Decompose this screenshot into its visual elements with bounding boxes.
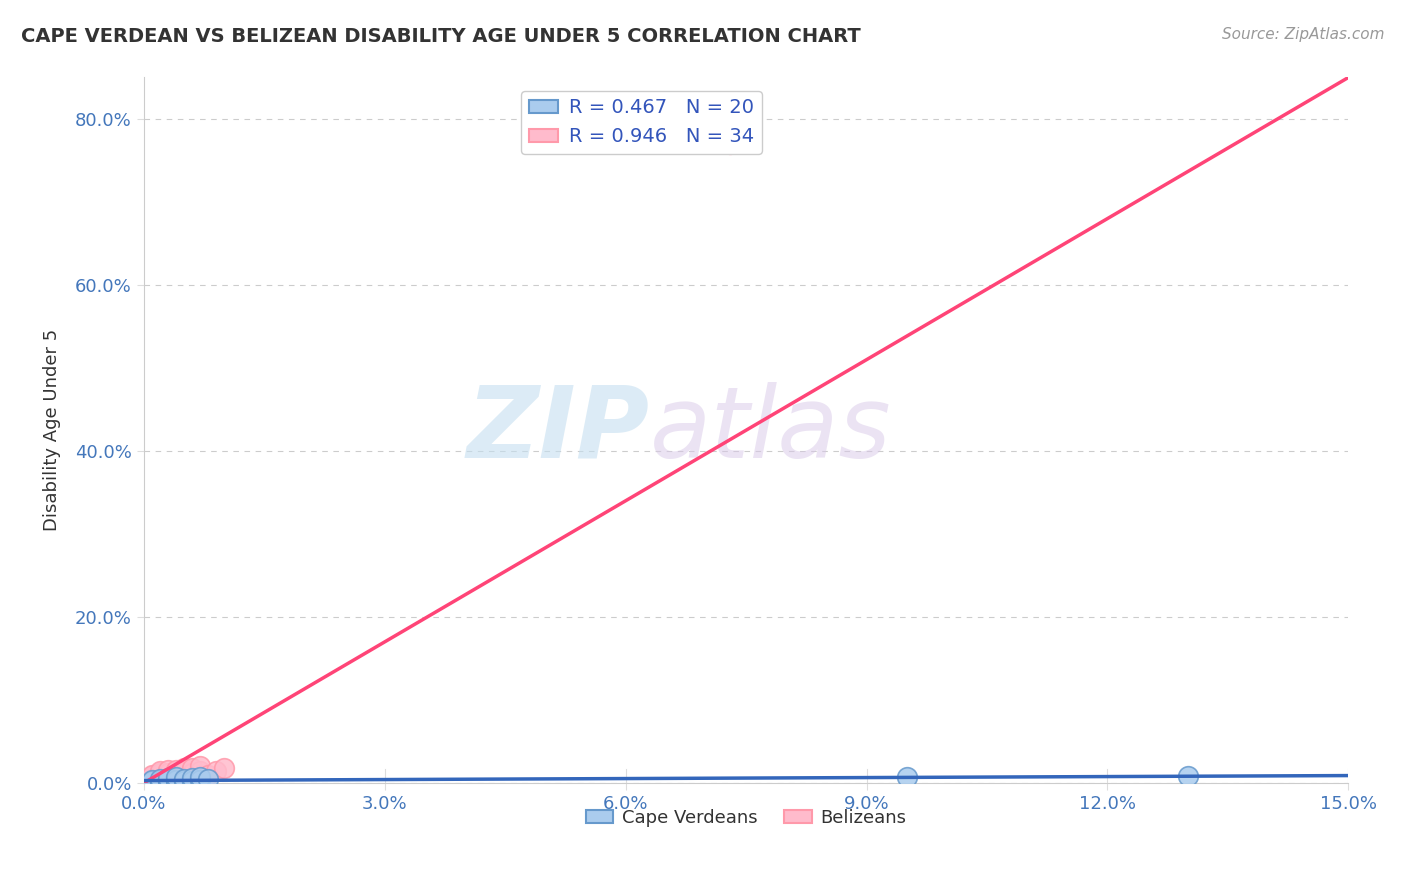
Text: atlas: atlas xyxy=(650,382,891,479)
Point xyxy=(173,772,195,786)
Point xyxy=(1177,769,1199,783)
Y-axis label: Disability Age Under 5: Disability Age Under 5 xyxy=(44,329,60,532)
Point xyxy=(188,772,211,787)
Point xyxy=(149,772,172,787)
Point xyxy=(156,766,179,780)
Point xyxy=(165,766,187,780)
Point xyxy=(156,771,179,785)
Legend: Cape Verdeans, Belizeans: Cape Verdeans, Belizeans xyxy=(578,802,914,834)
Point xyxy=(165,772,187,787)
Point xyxy=(718,136,741,151)
Point xyxy=(188,770,211,784)
Point xyxy=(149,766,172,780)
Point xyxy=(141,774,163,789)
Point xyxy=(165,774,187,789)
Point xyxy=(156,772,179,787)
Point xyxy=(156,768,179,782)
Point xyxy=(149,769,172,783)
Point xyxy=(896,770,918,784)
Point xyxy=(173,773,195,788)
Point xyxy=(165,763,187,777)
Point xyxy=(165,769,187,783)
Point xyxy=(180,771,202,785)
Point xyxy=(141,772,163,787)
Point xyxy=(180,766,202,780)
Point xyxy=(141,772,163,787)
Text: CAPE VERDEAN VS BELIZEAN DISABILITY AGE UNDER 5 CORRELATION CHART: CAPE VERDEAN VS BELIZEAN DISABILITY AGE … xyxy=(21,27,860,45)
Point xyxy=(180,770,202,784)
Point xyxy=(149,772,172,786)
Point xyxy=(173,761,195,775)
Point xyxy=(173,765,195,780)
Point xyxy=(197,768,219,782)
Point xyxy=(212,761,235,775)
Point xyxy=(205,764,228,779)
Point xyxy=(149,771,172,785)
Point xyxy=(188,764,211,779)
Point xyxy=(165,770,187,784)
Point xyxy=(149,773,172,788)
Point xyxy=(173,768,195,782)
Point xyxy=(156,771,179,785)
Point xyxy=(188,769,211,783)
Point xyxy=(188,759,211,773)
Point xyxy=(180,761,202,775)
Point xyxy=(149,775,172,789)
Point xyxy=(165,772,187,786)
Point xyxy=(156,772,179,787)
Point xyxy=(197,772,219,786)
Point xyxy=(141,769,163,783)
Text: ZIP: ZIP xyxy=(467,382,650,479)
Point xyxy=(149,764,172,778)
Point xyxy=(141,768,163,782)
Point xyxy=(156,774,179,789)
Text: Source: ZipAtlas.com: Source: ZipAtlas.com xyxy=(1222,27,1385,42)
Point xyxy=(180,773,202,788)
Point xyxy=(141,771,163,785)
Point xyxy=(173,771,195,785)
Point xyxy=(655,128,678,143)
Point xyxy=(156,763,179,777)
Point xyxy=(149,768,172,782)
